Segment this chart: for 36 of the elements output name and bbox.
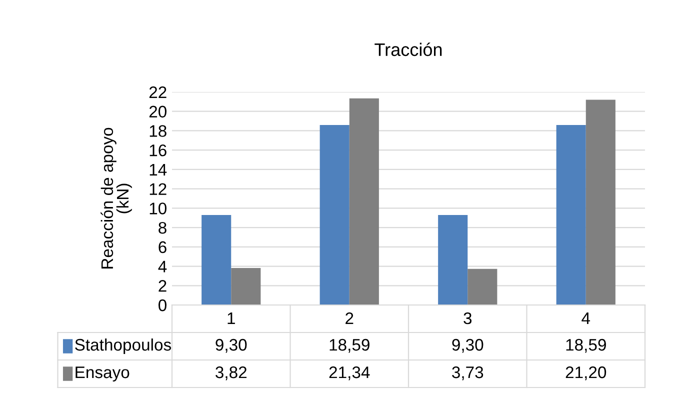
y-tick-label: 18 [150, 125, 166, 137]
y-tick-label: 20 [149, 106, 166, 118]
data-label: 9,30 [216, 338, 247, 353]
bar [202, 214, 232, 305]
y-tick-label: 16 [150, 144, 166, 156]
legend-label: Ensayo [76, 366, 130, 382]
x-tick-label: 3 [464, 312, 472, 324]
bar [349, 98, 379, 305]
chart-title: Tracción [374, 42, 442, 56]
y-tick-label: 8 [158, 222, 166, 234]
bar [556, 125, 586, 305]
y-tick-label: 4 [158, 260, 167, 272]
bar [320, 125, 350, 305]
bar [586, 100, 616, 305]
y-tick-label: 14 [150, 164, 167, 176]
data-label: 21,34 [329, 366, 370, 380]
x-tick-label: 2 [346, 312, 354, 324]
bar [438, 214, 468, 305]
data-label: 18,59 [330, 338, 370, 353]
bar [231, 268, 261, 305]
y-tick-label: 22 [149, 86, 166, 98]
y-tick-label: 12 [150, 183, 166, 195]
x-tick-label: 4 [582, 312, 590, 324]
bar [468, 268, 498, 305]
data-label: 21,20 [566, 366, 606, 380]
y-tick-label: 0 [158, 299, 166, 312]
data-label: 3,73 [452, 366, 484, 380]
y-axis-title: Reacción de apoyo (kN) [100, 128, 132, 268]
data-label: 9,30 [452, 338, 484, 353]
y-tick-label: 6 [158, 241, 166, 254]
data-label: 18,59 [566, 338, 606, 353]
x-tick-label: 1 [228, 312, 235, 324]
y-tick-label: 10 [150, 202, 166, 214]
data-label: 3,82 [216, 366, 247, 380]
legend-label: Stathopoulos [75, 338, 172, 354]
y-tick-label: 2 [158, 280, 166, 292]
